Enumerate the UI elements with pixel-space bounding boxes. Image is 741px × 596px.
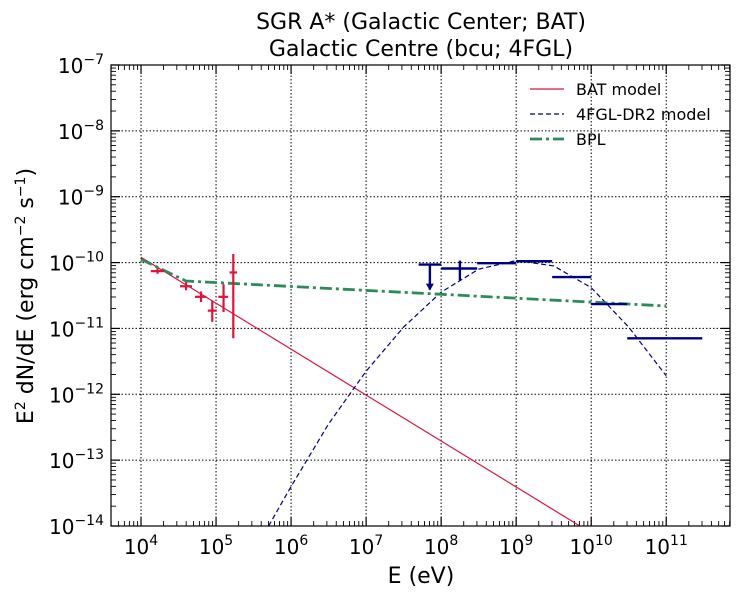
tick-exponent: 8 — [449, 533, 458, 549]
tick-exponent: −12 — [74, 381, 104, 397]
chart-title-line-2: Galactic Centre (bcu; 4FGL) — [269, 37, 573, 62]
y-label-part: ) — [14, 168, 39, 177]
y-label-sup: 2 — [13, 401, 29, 410]
tick-base: 10 — [274, 535, 299, 559]
x-tick-label: 108 — [424, 533, 458, 559]
tick-base: 10 — [49, 449, 74, 473]
tick-base: 10 — [199, 535, 224, 559]
tick-base: 10 — [58, 120, 83, 144]
tick-exponent: −10 — [74, 250, 104, 266]
chart-title-line-1: SGR A* (Galactic Center; BAT) — [256, 10, 586, 35]
bat-data-point — [218, 284, 229, 312]
legend: BAT model 4FGL-DR2 model BPL — [530, 80, 711, 149]
x-tick-labels: 104 105 106 107 108 109 1010 1011 — [124, 533, 688, 559]
y-label-sup: −2 — [13, 216, 29, 237]
tick-base: 10 — [58, 54, 83, 78]
tick-base: 10 — [570, 535, 595, 559]
bat-data-point — [207, 300, 217, 322]
tick-base: 10 — [49, 515, 74, 539]
series-line-0 — [140, 256, 581, 527]
tick-exponent: −9 — [83, 184, 104, 200]
data-points — [150, 254, 703, 340]
tick-exponent: 9 — [524, 533, 533, 549]
y-label-sup: −1 — [13, 177, 29, 198]
x-tick-label: 106 — [274, 533, 308, 559]
x-tick-label: 107 — [349, 533, 383, 559]
fermi-upper-limit-arrow — [425, 283, 434, 291]
y-tick-label: 10−7 — [58, 52, 104, 78]
tick-exponent: −8 — [83, 118, 104, 134]
y-tick-label: 10−14 — [49, 513, 104, 539]
x-tick-label: 104 — [124, 533, 158, 559]
tick-base: 10 — [49, 383, 74, 407]
tick-base: 10 — [49, 317, 74, 341]
y-label-part: dN/dE (erg cm — [14, 236, 39, 401]
y-label-part: s — [14, 197, 39, 215]
tick-base: 10 — [645, 535, 670, 559]
legend-label-2: BPL — [576, 130, 606, 149]
bat-data-point — [229, 254, 238, 339]
bat-data-point — [150, 268, 165, 274]
x-tick-label: 105 — [199, 533, 233, 559]
bat-data-point — [180, 282, 193, 291]
fermi-data-point — [418, 263, 442, 291]
series-line-1 — [268, 259, 667, 527]
tick-exponent: 10 — [595, 533, 613, 549]
tick-exponent: −13 — [74, 447, 104, 463]
tick-exponent: 4 — [149, 533, 158, 549]
legend-label-0: BAT model — [576, 80, 661, 99]
tick-exponent: 5 — [224, 533, 233, 549]
legend-label-1: 4FGL-DR2 model — [576, 105, 711, 124]
y-tick-label: 10−12 — [49, 381, 104, 407]
model-lines — [140, 256, 667, 527]
tick-exponent: 6 — [299, 533, 308, 549]
x-tick-label: 1011 — [645, 533, 688, 559]
plot-frame — [110, 64, 731, 527]
tick-base: 10 — [424, 535, 449, 559]
minor-ticks — [110, 65, 731, 526]
tick-base: 10 — [124, 535, 149, 559]
tick-base: 10 — [58, 186, 83, 210]
y-label-part: E — [14, 410, 39, 424]
y-tick-label: 10−8 — [58, 118, 104, 144]
bat-data-point — [195, 291, 207, 303]
x-tick-label: 109 — [499, 533, 533, 559]
tick-base: 10 — [349, 535, 374, 559]
grid-lines — [111, 65, 730, 526]
tick-exponent: −11 — [74, 315, 104, 331]
fermi-data-point — [441, 260, 478, 281]
tick-base: 10 — [499, 535, 524, 559]
tick-exponent: −14 — [74, 513, 104, 529]
tick-exponent: 11 — [670, 533, 688, 549]
series-line-2 — [140, 258, 667, 308]
y-tick-label: 10−11 — [49, 315, 104, 341]
tick-exponent: 7 — [374, 533, 383, 549]
y-tick-label: 10−9 — [58, 184, 104, 210]
x-tick-label: 1010 — [570, 533, 613, 559]
tick-base: 10 — [49, 252, 74, 276]
x-axis-label: E (eV) — [388, 564, 455, 589]
y-tick-label: 10−13 — [49, 447, 104, 473]
y-axis-label: E2 dN/dE (erg cm−2 s−1) — [13, 168, 39, 424]
tick-exponent: −7 — [83, 52, 104, 68]
y-tick-label: 10−10 — [49, 250, 104, 276]
